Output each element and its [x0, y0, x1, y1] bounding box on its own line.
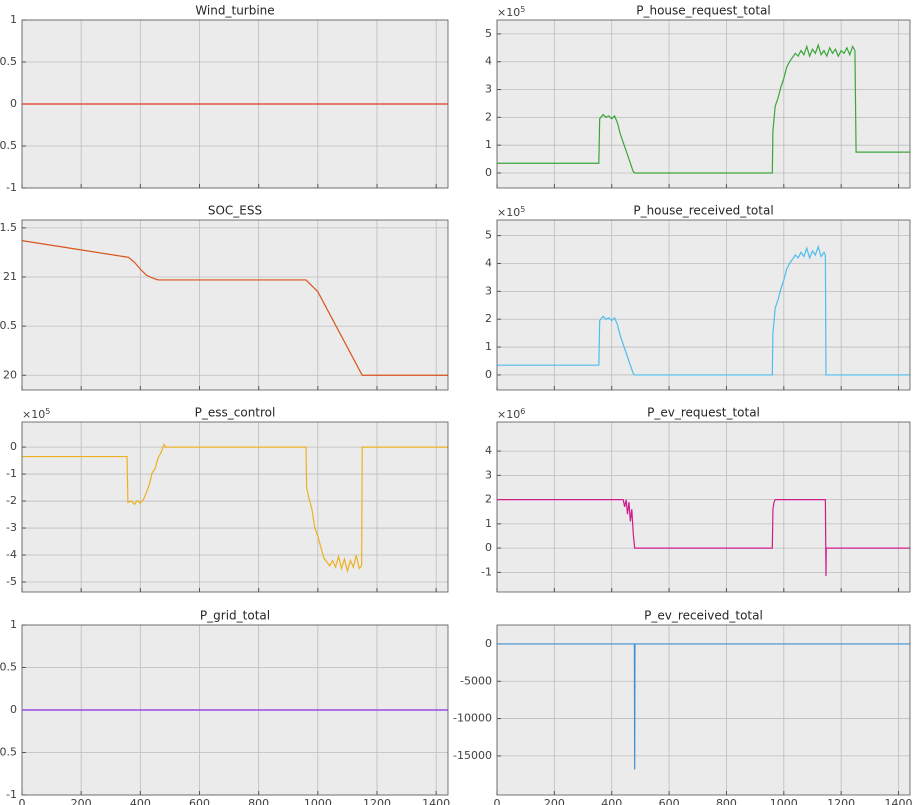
y-tick-label: 1 — [10, 618, 17, 631]
data-line — [497, 244, 910, 376]
chart-title: SOC_ESS — [208, 204, 262, 218]
y-tick-label: 0 — [10, 703, 17, 716]
plot-frame — [21, 19, 449, 189]
chart-title: P_grid_total — [200, 609, 270, 623]
y-tick-label: -5000 — [460, 674, 492, 687]
y-tick-label: -4 — [6, 548, 17, 561]
chart-title: P_house_received_total — [633, 204, 773, 218]
y-multiplier-base: ×10 — [497, 6, 520, 19]
y-tick-label: 1 — [485, 517, 492, 530]
y-multiplier: ×105 — [497, 205, 525, 220]
plot-frame — [21, 219, 449, 391]
plot-frame — [496, 219, 911, 391]
y-tick-label: 0.5 — [0, 55, 17, 68]
x-tick-label: 1000 — [304, 797, 332, 805]
y-tick-label: 0 — [10, 97, 17, 110]
x-tick-label: 1000 — [770, 797, 798, 805]
y-tick-label: -1 — [6, 788, 17, 801]
y-tick-label: 0 — [485, 541, 492, 554]
y-multiplier: ×106 — [497, 407, 525, 422]
y-multiplier-base: ×10 — [497, 206, 520, 219]
x-tick-label: 800 — [716, 797, 737, 805]
data-line — [497, 643, 910, 770]
x-tick-label: 1200 — [827, 797, 855, 805]
y-tick-label: 21.5 — [0, 221, 17, 234]
y-tick-label: 0 — [10, 440, 17, 453]
x-tick-label: 1400 — [885, 797, 913, 805]
y-tick-label: 20 — [3, 368, 17, 381]
y-tick-label: 2 — [485, 312, 492, 325]
data-line — [22, 442, 448, 574]
y-tick-label: 20.5 — [0, 319, 17, 332]
y-tick-label: -1 — [6, 467, 17, 480]
y-tick-label: 5 — [485, 229, 492, 242]
chart-title: P_ess_control — [195, 406, 276, 420]
chart-title: P_ev_request_total — [647, 406, 760, 420]
y-tick-label: 0.5 — [0, 661, 17, 674]
y-tick-label: 2 — [485, 493, 492, 506]
data-line — [497, 43, 910, 174]
y-tick-label: -15000 — [453, 749, 492, 762]
plot-area — [497, 625, 910, 795]
y-tick-label: 4 — [485, 444, 492, 457]
y-tick-label: -2 — [6, 494, 17, 507]
chart-title: P_house_request_total — [636, 4, 770, 18]
plot-frame — [21, 421, 449, 593]
y-tick-label: -0.5 — [0, 746, 17, 759]
plot-frame — [21, 624, 449, 796]
x-tick-label: 1400 — [422, 797, 450, 805]
y-tick-label: 21 — [3, 270, 17, 283]
y-tick-label: 0 — [485, 166, 492, 179]
data-line — [21, 240, 448, 376]
plot-area — [497, 422, 910, 592]
y-tick-label: -1 — [481, 565, 492, 578]
x-tick-label: 800 — [248, 797, 269, 805]
y-tick-label: -1 — [6, 181, 17, 194]
x-tick-label: 0 — [19, 797, 26, 805]
data-line — [497, 499, 910, 576]
x-tick-label: 1200 — [363, 797, 391, 805]
y-tick-label: 2 — [485, 110, 492, 123]
y-multiplier-exponent: 5 — [520, 5, 525, 14]
y-multiplier-base: ×10 — [497, 408, 520, 421]
y-tick-label: 5 — [485, 27, 492, 40]
y-multiplier-exponent: 6 — [520, 407, 525, 416]
x-tick-label: 600 — [659, 797, 680, 805]
y-tick-label: 3 — [485, 83, 492, 96]
y-tick-label: 3 — [485, 468, 492, 481]
y-tick-label: 0 — [485, 637, 492, 650]
plot-area — [22, 220, 448, 390]
chart-title: Wind_turbine — [195, 4, 274, 18]
y-multiplier-base: ×10 — [22, 408, 45, 421]
y-multiplier-exponent: 5 — [520, 205, 525, 214]
y-multiplier: ×105 — [22, 407, 50, 422]
plot-frame — [496, 624, 911, 796]
y-tick-label: -0.5 — [0, 139, 17, 152]
y-multiplier-exponent: 5 — [45, 407, 50, 416]
y-tick-label: 4 — [485, 256, 492, 269]
x-tick-label: 600 — [189, 797, 210, 805]
y-tick-label: 3 — [485, 284, 492, 297]
y-multiplier: ×105 — [497, 5, 525, 20]
x-tick-label: 200 — [544, 797, 565, 805]
x-tick-label: 400 — [130, 797, 151, 805]
y-tick-label: 4 — [485, 55, 492, 68]
x-tick-label: 400 — [601, 797, 622, 805]
y-tick-label: -10000 — [453, 712, 492, 725]
chart-title: P_ev_received_total — [644, 609, 763, 623]
y-tick-label: 0 — [485, 368, 492, 381]
plot-frame — [496, 19, 911, 189]
y-tick-label: -5 — [6, 575, 17, 588]
plot-frame — [496, 421, 911, 593]
y-tick-label: 1 — [485, 138, 492, 151]
y-tick-label: -3 — [6, 521, 17, 534]
y-tick-label: 1 — [10, 13, 17, 26]
plot-area — [497, 220, 910, 390]
x-tick-label: 200 — [71, 797, 92, 805]
x-tick-label: 0 — [494, 797, 501, 805]
y-tick-label: 1 — [485, 340, 492, 353]
